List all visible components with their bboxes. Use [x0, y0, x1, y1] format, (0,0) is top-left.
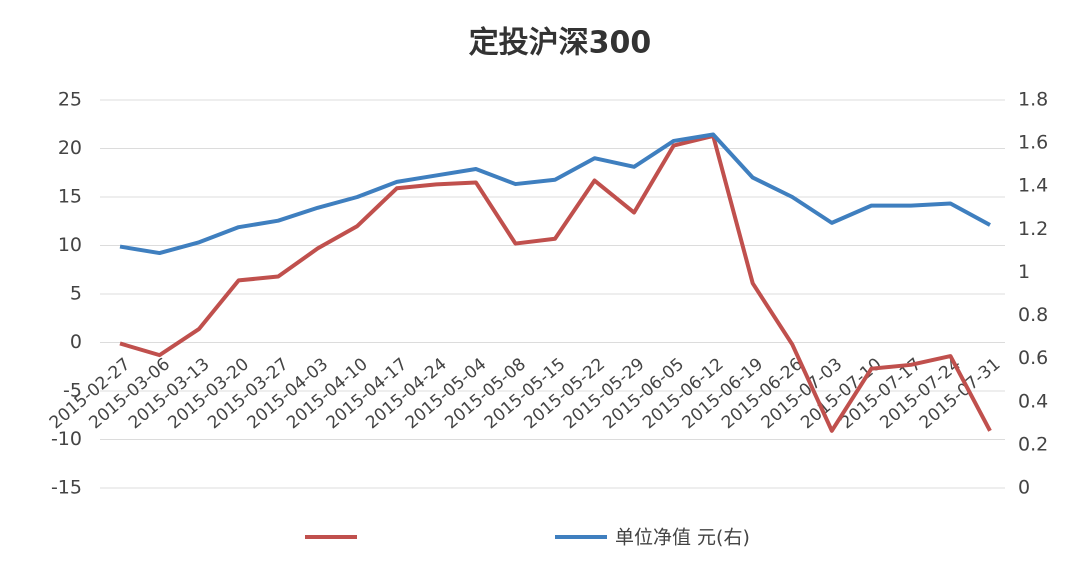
- y-tick-label: 25: [58, 89, 82, 111]
- series-line: [119, 133, 992, 433]
- y2-tick-label: 0.2: [1018, 433, 1048, 455]
- y2-tick-label: 1: [1018, 261, 1030, 283]
- y-tick-label: -5: [63, 380, 82, 402]
- y2-tick-label: 1.2: [1018, 218, 1048, 240]
- y-tick-label: -10: [51, 428, 82, 450]
- series-line: [119, 132, 991, 256]
- y-tick-label: -15: [51, 477, 82, 499]
- y-tick-label: 5: [70, 283, 82, 305]
- y-tick-label: 0: [70, 331, 82, 353]
- y2-tick-label: 0: [1018, 477, 1030, 499]
- y2-tick-label: 0.8: [1018, 304, 1048, 326]
- y2-tick-label: 1.6: [1018, 132, 1048, 154]
- y2-tick-label: 1.4: [1018, 175, 1048, 197]
- chart-title: 定投沪深300: [469, 26, 652, 61]
- y2-tick-label: 1.8: [1018, 89, 1048, 111]
- y-tick-label: 10: [58, 234, 82, 256]
- y-tick-label: 20: [58, 137, 82, 159]
- legend-label: 单位净值 元(右): [615, 527, 750, 549]
- y2-tick-label: 0.6: [1018, 347, 1048, 369]
- y2-tick-label: 0.4: [1018, 390, 1048, 412]
- y-tick-label: 15: [58, 186, 82, 208]
